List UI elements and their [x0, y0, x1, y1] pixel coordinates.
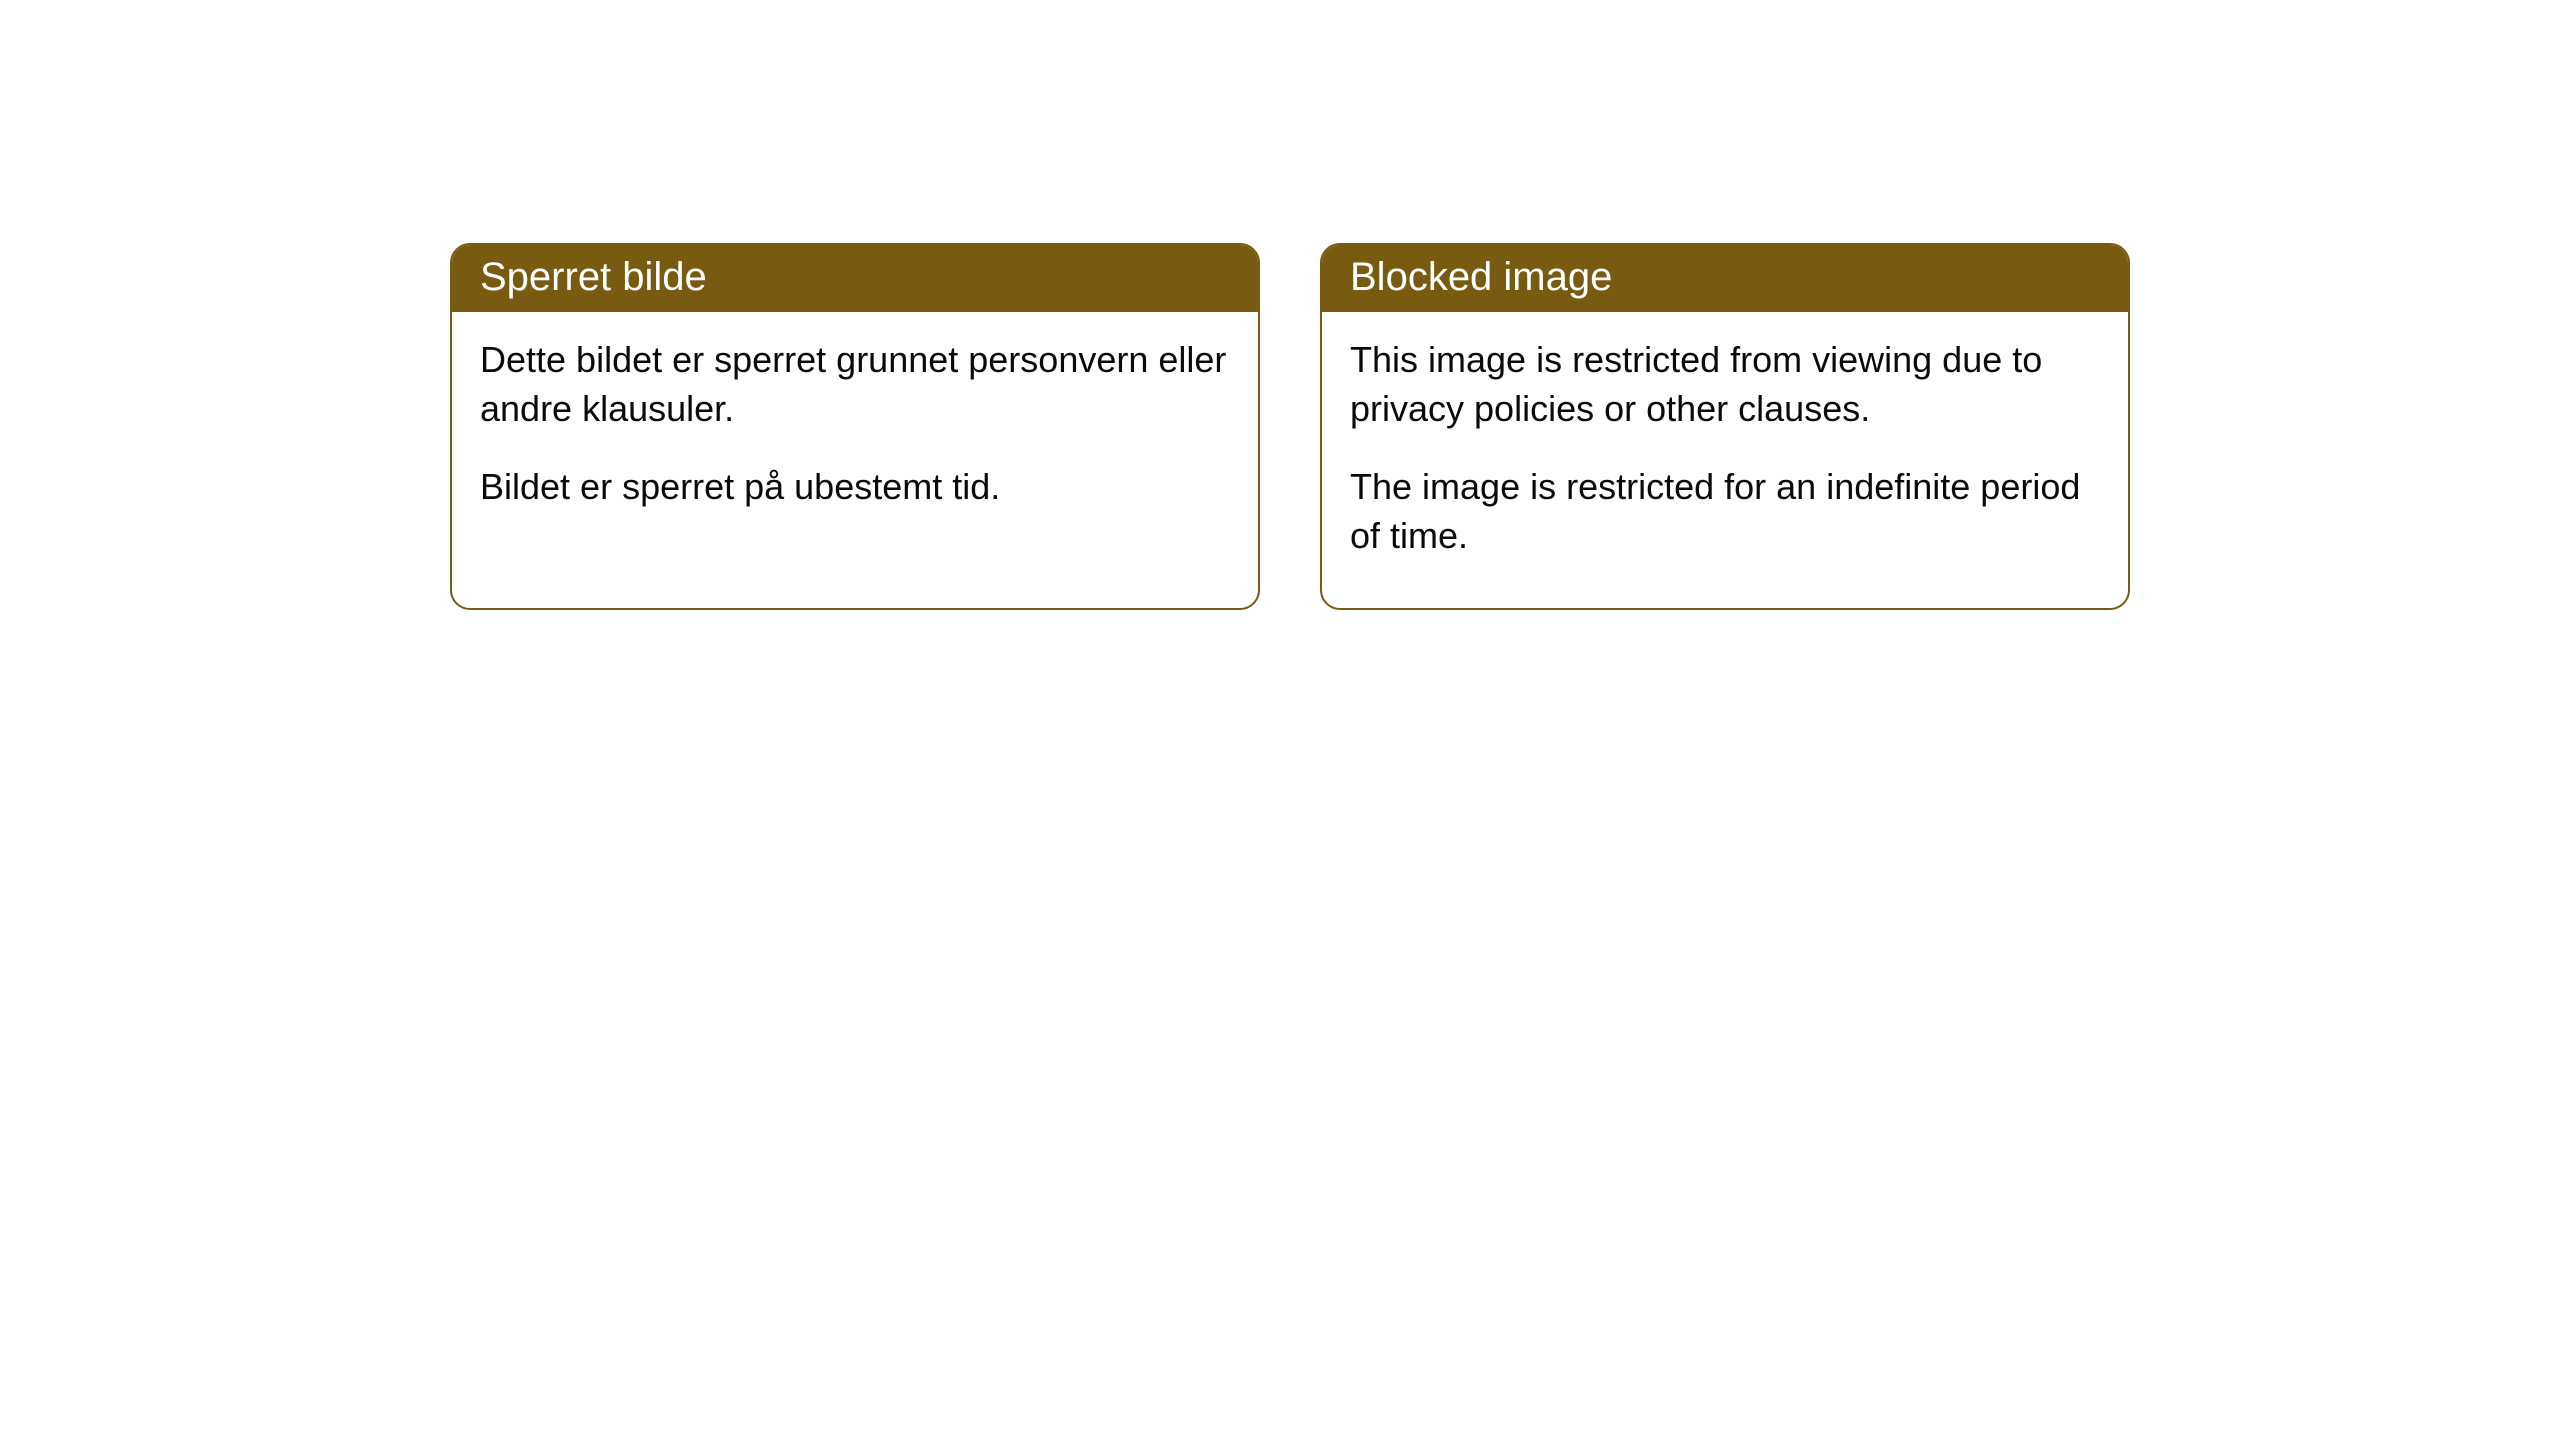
- card-body: Dette bildet er sperret grunnet personve…: [452, 312, 1258, 560]
- notice-card-english: Blocked image This image is restricted f…: [1320, 243, 2130, 610]
- card-title: Blocked image: [1350, 255, 1612, 299]
- card-header: Sperret bilde: [452, 245, 1258, 312]
- card-title: Sperret bilde: [480, 255, 707, 299]
- card-paragraph: Bildet er sperret på ubestemt tid.: [480, 463, 1230, 512]
- card-header: Blocked image: [1322, 245, 2128, 312]
- card-body: This image is restricted from viewing du…: [1322, 312, 2128, 608]
- notice-cards-container: Sperret bilde Dette bildet er sperret gr…: [0, 0, 2560, 610]
- card-paragraph: The image is restricted for an indefinit…: [1350, 463, 2100, 560]
- card-paragraph: This image is restricted from viewing du…: [1350, 336, 2100, 433]
- notice-card-norwegian: Sperret bilde Dette bildet er sperret gr…: [450, 243, 1260, 610]
- card-paragraph: Dette bildet er sperret grunnet personve…: [480, 336, 1230, 433]
